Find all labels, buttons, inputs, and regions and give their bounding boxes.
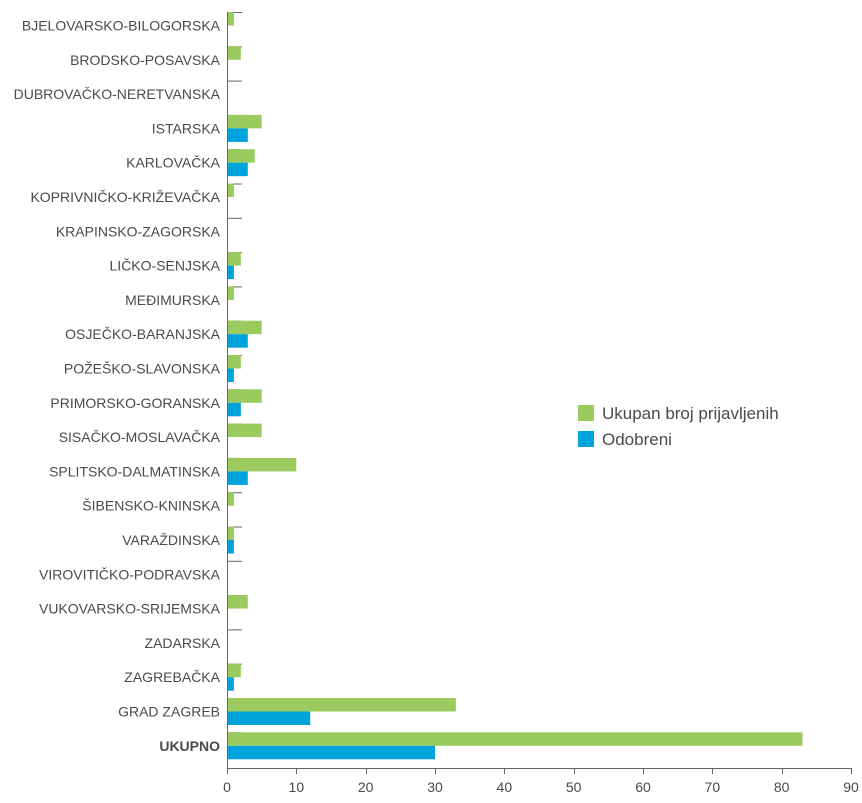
bar-ukupan [227, 457, 297, 472]
bar-ukupan [227, 492, 234, 506]
category-label: MEĐIMURSKA [125, 292, 221, 308]
x-tick-label: 20 [358, 779, 374, 795]
x-tick-label: 50 [566, 779, 582, 795]
bar-odobreni [227, 368, 234, 382]
category-label: DUBROVAČKO-NERETVANSKA [14, 86, 221, 102]
bar-odobreni [227, 471, 248, 485]
bar-ukupan [227, 595, 248, 609]
bar-odobreni [227, 265, 234, 280]
category-label: SISAČKO-MOSLAVAČKA [59, 429, 221, 445]
category-label: VARAŽDINSKA [122, 532, 220, 548]
category-label: LIČKO-SENJSKA [110, 258, 221, 274]
bar-odobreni [227, 128, 248, 142]
bar-ukupan [227, 286, 234, 300]
bar-odobreni [227, 402, 241, 417]
bar-ukupan [227, 320, 262, 335]
bar-ukupan [227, 355, 241, 369]
category-label: KOPRIVNIČKO-KRIŽEVAČKA [30, 189, 220, 205]
category-label: OSJEČKO-BARANJSKA [65, 326, 220, 342]
bar-ukupan [227, 526, 234, 540]
x-tick-label: 30 [427, 779, 443, 795]
category-label: POŽEŠKO-SLAVONSKA [64, 361, 221, 377]
bar-ukupan [227, 46, 241, 60]
x-tick-label: 60 [635, 779, 651, 795]
category-label: ZADARSKA [145, 635, 221, 651]
legend-swatch [578, 431, 594, 447]
category-label: ŠIBENSKO-KNINSKA [82, 498, 220, 514]
bar-ukupan [227, 252, 241, 266]
x-tick-label: 90 [843, 779, 859, 795]
legend-swatch [578, 405, 594, 421]
category-label: ZAGREBAČKA [124, 669, 220, 685]
x-tick-label: 80 [774, 779, 790, 795]
bar-odobreni [227, 540, 234, 554]
bar-odobreni [227, 334, 248, 348]
bar-ukupan [227, 149, 255, 163]
bar-ukupan [227, 183, 234, 197]
bar-ukupan [227, 12, 234, 26]
bar-ukupan [227, 423, 262, 438]
category-label: PRIMORSKO-GORANSKA [50, 395, 220, 411]
legend-label: Odobreni [602, 430, 672, 449]
bar-odobreni [227, 745, 435, 760]
category-label: BJELOVARSKO-BILOGORSKA [22, 18, 221, 34]
legend: Ukupan broj prijavljenih Odobreni [578, 404, 779, 449]
bar-ukupan [227, 114, 262, 129]
x-tick-label: 40 [497, 779, 513, 795]
category-label: UKUPNO [159, 738, 220, 754]
category-label: VIROVITIČKO-PODRAVSKA [39, 566, 221, 582]
bar-ukupan [227, 698, 456, 712]
bar-odobreni [227, 711, 311, 725]
category-label: SPLITSKO-DALMATINSKA [49, 463, 221, 479]
category-label: KARLOVAČKA [126, 155, 221, 171]
category-label: VUKOVARSKO-SRIJEMSKA [39, 601, 221, 617]
x-tick-label: 0 [223, 779, 231, 795]
x-tick-label: 70 [705, 779, 721, 795]
bar-odobreni [227, 162, 248, 177]
legend-label: Ukupan broj prijavljenih [602, 404, 779, 423]
category-label: KRAPINSKO-ZAGORSKA [56, 223, 221, 239]
bar-ukupan [227, 732, 803, 746]
bar-ukupan [227, 663, 241, 678]
category-label: GRAD ZAGREB [118, 704, 220, 720]
category-label: ISTARSKA [152, 120, 221, 136]
category-label: BRODSKO-POSAVSKA [70, 52, 221, 68]
x-tick-label: 10 [289, 779, 305, 795]
bar-ukupan [227, 389, 262, 403]
bar-odobreni [227, 677, 234, 691]
